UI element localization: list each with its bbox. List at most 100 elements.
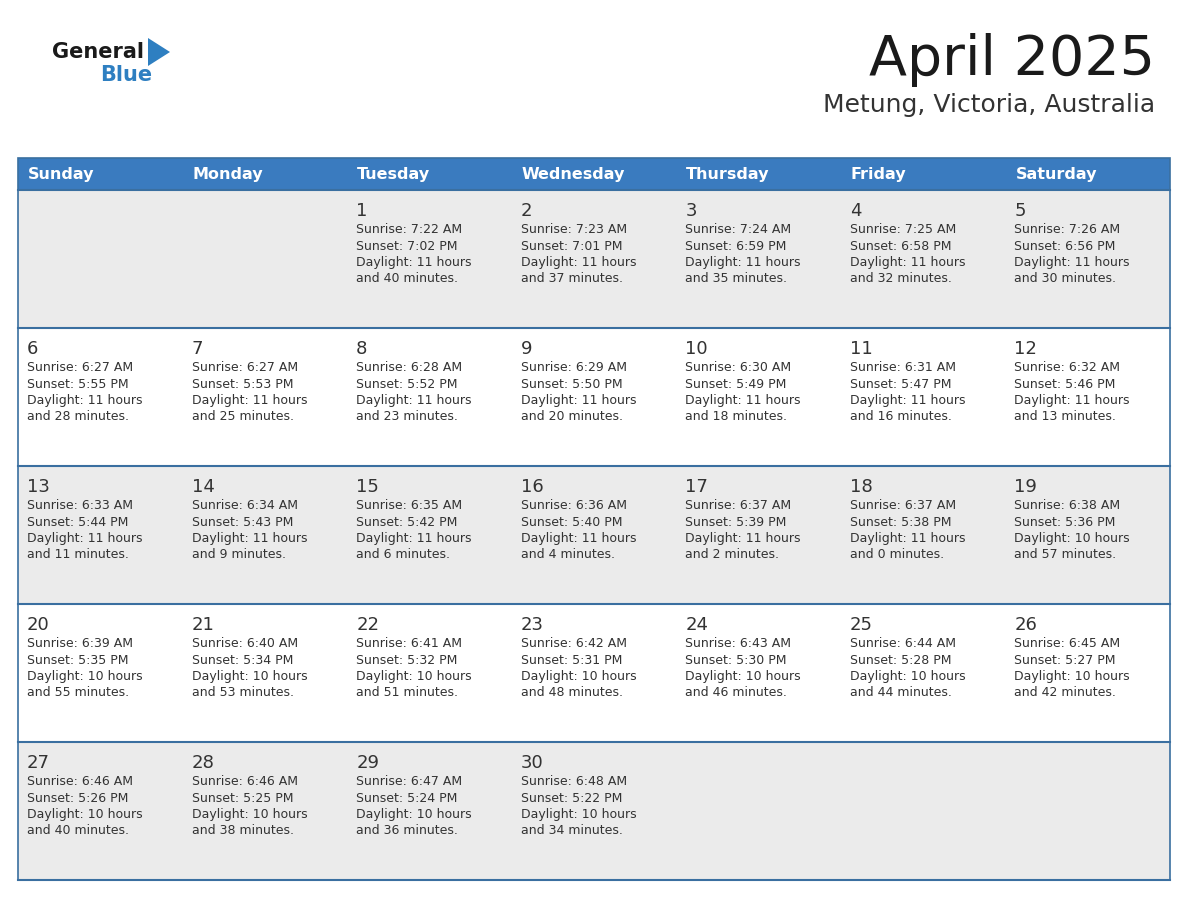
Text: Daylight: 11 hours: Daylight: 11 hours <box>849 532 966 545</box>
Text: Sunset: 5:52 PM: Sunset: 5:52 PM <box>356 377 457 390</box>
Text: Daylight: 11 hours: Daylight: 11 hours <box>1015 394 1130 407</box>
Text: Sunrise: 6:30 AM: Sunrise: 6:30 AM <box>685 361 791 374</box>
Text: and 53 minutes.: and 53 minutes. <box>191 687 293 700</box>
Text: Daylight: 11 hours: Daylight: 11 hours <box>685 256 801 269</box>
Text: and 16 minutes.: and 16 minutes. <box>849 410 952 423</box>
Text: 14: 14 <box>191 478 215 496</box>
Text: Tuesday: Tuesday <box>358 166 430 182</box>
Text: Daylight: 10 hours: Daylight: 10 hours <box>191 670 308 683</box>
Text: Friday: Friday <box>851 166 906 182</box>
Text: 11: 11 <box>849 340 873 358</box>
Text: Sunset: 5:22 PM: Sunset: 5:22 PM <box>520 791 623 804</box>
Text: Sunset: 5:28 PM: Sunset: 5:28 PM <box>849 654 952 666</box>
Text: Sunset: 5:35 PM: Sunset: 5:35 PM <box>27 654 128 666</box>
Text: April 2025: April 2025 <box>868 33 1155 87</box>
Text: and 38 minutes.: and 38 minutes. <box>191 824 293 837</box>
Text: and 57 minutes.: and 57 minutes. <box>1015 548 1117 562</box>
Text: and 48 minutes.: and 48 minutes. <box>520 687 623 700</box>
Text: Sunrise: 7:25 AM: Sunrise: 7:25 AM <box>849 223 956 236</box>
Text: Sunset: 7:01 PM: Sunset: 7:01 PM <box>520 240 623 252</box>
Text: Daylight: 11 hours: Daylight: 11 hours <box>356 256 472 269</box>
Text: and 28 minutes.: and 28 minutes. <box>27 410 129 423</box>
Text: Thursday: Thursday <box>687 166 770 182</box>
Text: Sunset: 5:32 PM: Sunset: 5:32 PM <box>356 654 457 666</box>
Text: Metung, Victoria, Australia: Metung, Victoria, Australia <box>823 93 1155 117</box>
Text: Daylight: 11 hours: Daylight: 11 hours <box>1015 256 1130 269</box>
Text: and 9 minutes.: and 9 minutes. <box>191 548 285 562</box>
Text: and 40 minutes.: and 40 minutes. <box>27 824 129 837</box>
Text: and 13 minutes.: and 13 minutes. <box>1015 410 1117 423</box>
Text: Sunset: 6:58 PM: Sunset: 6:58 PM <box>849 240 952 252</box>
Bar <box>18 466 1170 604</box>
Text: 16: 16 <box>520 478 543 496</box>
Text: Sunday: Sunday <box>29 166 95 182</box>
Text: Blue: Blue <box>100 65 152 85</box>
Text: 5: 5 <box>1015 202 1026 220</box>
Text: and 30 minutes.: and 30 minutes. <box>1015 273 1117 285</box>
Text: Sunset: 5:55 PM: Sunset: 5:55 PM <box>27 377 128 390</box>
Text: and 36 minutes.: and 36 minutes. <box>356 824 459 837</box>
Text: 27: 27 <box>27 754 50 772</box>
Text: Daylight: 11 hours: Daylight: 11 hours <box>520 394 637 407</box>
Text: and 55 minutes.: and 55 minutes. <box>27 687 129 700</box>
Text: and 6 minutes.: and 6 minutes. <box>356 548 450 562</box>
Text: Sunrise: 6:42 AM: Sunrise: 6:42 AM <box>520 637 627 650</box>
Text: 1: 1 <box>356 202 367 220</box>
Text: Daylight: 10 hours: Daylight: 10 hours <box>191 808 308 821</box>
Text: Sunrise: 6:33 AM: Sunrise: 6:33 AM <box>27 499 133 512</box>
Text: Sunrise: 6:35 AM: Sunrise: 6:35 AM <box>356 499 462 512</box>
Text: Sunrise: 6:44 AM: Sunrise: 6:44 AM <box>849 637 956 650</box>
Text: Sunset: 5:25 PM: Sunset: 5:25 PM <box>191 791 293 804</box>
Text: Daylight: 11 hours: Daylight: 11 hours <box>356 394 472 407</box>
Text: Daylight: 10 hours: Daylight: 10 hours <box>27 670 143 683</box>
Text: Sunrise: 6:27 AM: Sunrise: 6:27 AM <box>191 361 298 374</box>
Bar <box>18 158 1170 880</box>
Text: Sunset: 5:26 PM: Sunset: 5:26 PM <box>27 791 128 804</box>
Text: and 23 minutes.: and 23 minutes. <box>356 410 459 423</box>
Text: Daylight: 11 hours: Daylight: 11 hours <box>849 256 966 269</box>
Text: 30: 30 <box>520 754 543 772</box>
Text: Daylight: 11 hours: Daylight: 11 hours <box>191 394 307 407</box>
Text: and 0 minutes.: and 0 minutes. <box>849 548 944 562</box>
Text: Daylight: 11 hours: Daylight: 11 hours <box>356 532 472 545</box>
Bar <box>18 328 1170 466</box>
Text: Daylight: 10 hours: Daylight: 10 hours <box>849 670 966 683</box>
Text: Daylight: 11 hours: Daylight: 11 hours <box>685 532 801 545</box>
Text: Sunrise: 6:31 AM: Sunrise: 6:31 AM <box>849 361 956 374</box>
Text: Sunset: 6:56 PM: Sunset: 6:56 PM <box>1015 240 1116 252</box>
Text: 21: 21 <box>191 616 215 634</box>
Text: Sunrise: 7:22 AM: Sunrise: 7:22 AM <box>356 223 462 236</box>
Text: Sunrise: 6:48 AM: Sunrise: 6:48 AM <box>520 775 627 788</box>
Text: Sunset: 5:49 PM: Sunset: 5:49 PM <box>685 377 786 390</box>
Text: Sunset: 5:43 PM: Sunset: 5:43 PM <box>191 516 293 529</box>
Text: 12: 12 <box>1015 340 1037 358</box>
Text: Sunrise: 6:37 AM: Sunrise: 6:37 AM <box>685 499 791 512</box>
Text: Daylight: 10 hours: Daylight: 10 hours <box>356 808 472 821</box>
Text: and 20 minutes.: and 20 minutes. <box>520 410 623 423</box>
Polygon shape <box>148 38 170 66</box>
Text: 24: 24 <box>685 616 708 634</box>
Text: 26: 26 <box>1015 616 1037 634</box>
Text: 17: 17 <box>685 478 708 496</box>
Text: 20: 20 <box>27 616 50 634</box>
Text: 19: 19 <box>1015 478 1037 496</box>
Bar <box>18 604 1170 742</box>
Text: Sunrise: 6:45 AM: Sunrise: 6:45 AM <box>1015 637 1120 650</box>
Text: and 4 minutes.: and 4 minutes. <box>520 548 614 562</box>
Text: Sunrise: 6:32 AM: Sunrise: 6:32 AM <box>1015 361 1120 374</box>
Text: 25: 25 <box>849 616 873 634</box>
Text: Sunset: 5:30 PM: Sunset: 5:30 PM <box>685 654 786 666</box>
Text: Sunrise: 6:28 AM: Sunrise: 6:28 AM <box>356 361 462 374</box>
Text: Sunrise: 7:23 AM: Sunrise: 7:23 AM <box>520 223 627 236</box>
Text: and 11 minutes.: and 11 minutes. <box>27 548 128 562</box>
Text: Sunset: 5:50 PM: Sunset: 5:50 PM <box>520 377 623 390</box>
Text: General: General <box>52 42 144 62</box>
Text: Daylight: 11 hours: Daylight: 11 hours <box>520 256 637 269</box>
Text: Daylight: 11 hours: Daylight: 11 hours <box>520 532 637 545</box>
Text: and 34 minutes.: and 34 minutes. <box>520 824 623 837</box>
Text: Daylight: 10 hours: Daylight: 10 hours <box>685 670 801 683</box>
Bar <box>18 190 1170 328</box>
Text: Sunrise: 6:47 AM: Sunrise: 6:47 AM <box>356 775 462 788</box>
Text: and 46 minutes.: and 46 minutes. <box>685 687 788 700</box>
Text: Daylight: 10 hours: Daylight: 10 hours <box>27 808 143 821</box>
